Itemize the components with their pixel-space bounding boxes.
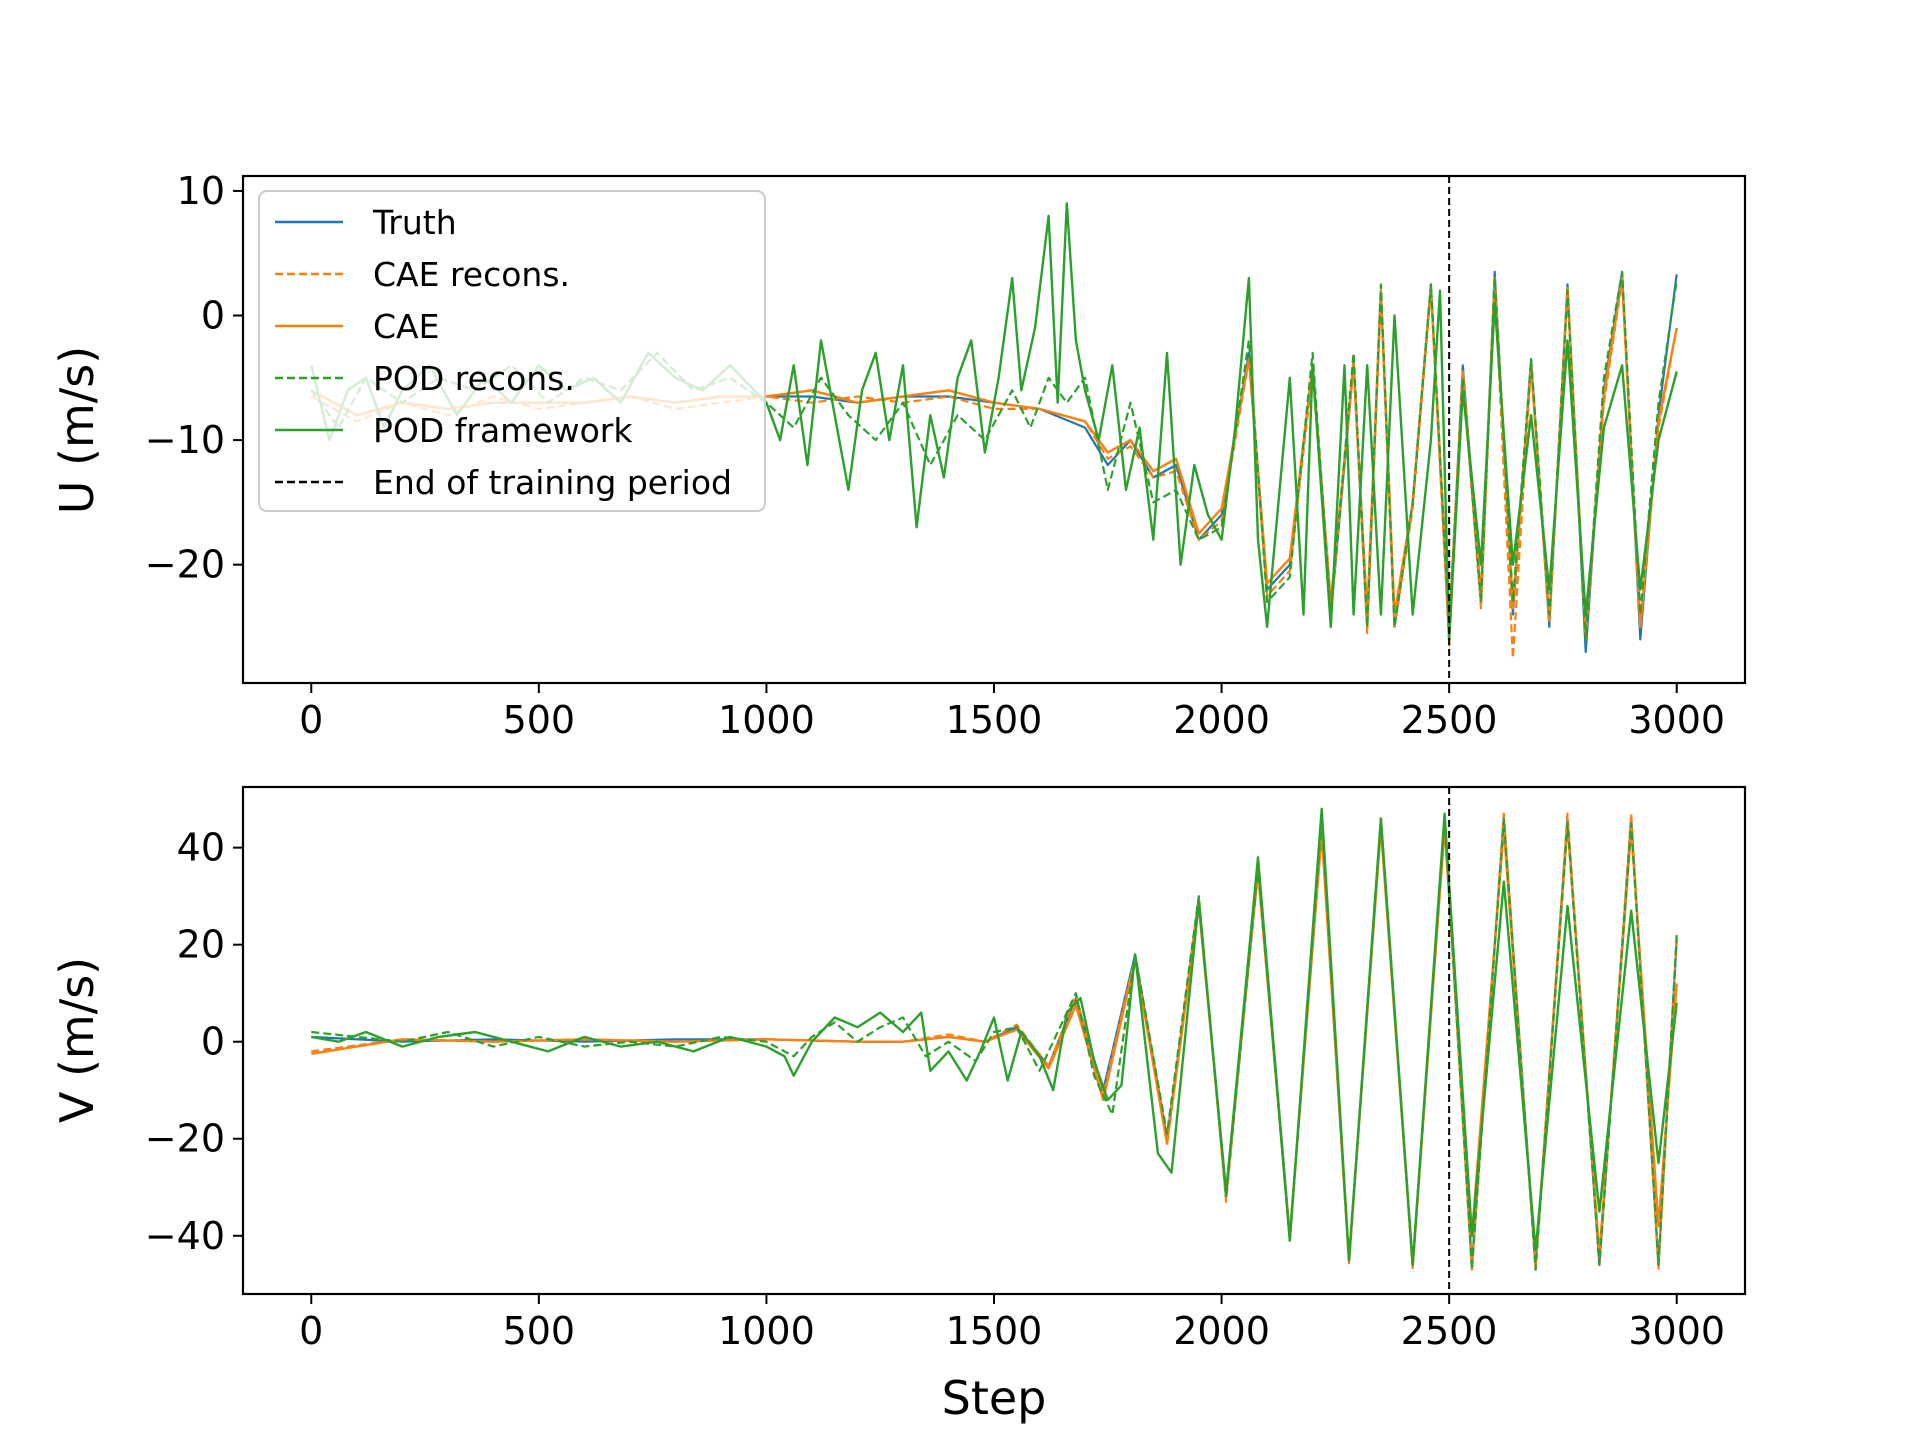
legend-label-cae-recons: CAE recons. xyxy=(373,255,570,294)
u-subplot: 0 500 1000 1500 2000 2500 3000 10 0 −10 −20 U (m/… xyxy=(50,169,1747,742)
u-x-tick-label: 2000 xyxy=(1173,698,1270,742)
v-series-pod-recons xyxy=(311,817,1678,1271)
v-y-tick-label: −20 xyxy=(145,1117,225,1161)
legend-label-pod-recons: POD recons. xyxy=(373,359,575,398)
u-y-axis-label: U (m/s) xyxy=(50,346,104,514)
v-y-axis-label: V (m/s) xyxy=(50,957,104,1123)
u-x-tick-label: 1500 xyxy=(946,698,1043,742)
v-x-tick-label: 3000 xyxy=(1628,1309,1725,1353)
u-x-tick-label: 1000 xyxy=(718,698,815,742)
u-y-tick-label: −20 xyxy=(145,543,225,587)
u-y-ticks: 10 0 −10 −20 xyxy=(145,169,243,587)
u-x-tick-label: 3000 xyxy=(1628,698,1725,742)
v-x-tick-label: 1000 xyxy=(718,1309,815,1353)
v-x-tick-label: 1500 xyxy=(946,1309,1043,1353)
v-y-tick-label: 20 xyxy=(177,923,225,967)
u-y-tick-label: 0 xyxy=(201,294,225,338)
x-axis-label: Step xyxy=(942,1371,1047,1425)
v-x-tick-label: 2000 xyxy=(1173,1309,1270,1353)
u-x-tick-label: 500 xyxy=(503,698,576,742)
v-x-tick-label: 2500 xyxy=(1401,1309,1498,1353)
v-y-tick-label: −40 xyxy=(145,1214,225,1258)
u-x-tick-label: 2500 xyxy=(1401,698,1498,742)
legend-label-cae: CAE xyxy=(373,307,439,346)
v-x-tick-label: 500 xyxy=(503,1309,576,1353)
u-y-tick-label: 10 xyxy=(177,169,225,213)
v-subplot: 0 500 1000 1500 2000 2500 3000 40 20 0 −20 −40 V (… xyxy=(50,785,1747,1425)
u-x-tick-label: 0 xyxy=(299,698,323,742)
legend-label-pod-framework: POD framework xyxy=(373,411,633,450)
v-series-group xyxy=(311,807,1678,1271)
v-y-ticks: 40 20 0 −20 −40 xyxy=(145,826,243,1258)
u-x-ticks: 0 500 1000 1500 2000 2500 3000 xyxy=(299,683,1725,742)
v-y-tick-label: 40 xyxy=(177,826,225,870)
legend: Truth CAE recons. CAE POD recons. POD framew… xyxy=(258,190,766,512)
v-y-tick-label: 0 xyxy=(201,1020,225,1064)
u-y-tick-label: −10 xyxy=(145,418,225,462)
legend-label-truth: Truth xyxy=(372,203,457,242)
legend-label-training-end: End of training period xyxy=(373,463,732,502)
v-x-ticks: 0 500 1000 1500 2000 2500 3000 xyxy=(299,1294,1725,1353)
v-series-pod-framework xyxy=(311,807,1678,1267)
v-x-tick-label: 0 xyxy=(299,1309,323,1353)
legend-box xyxy=(258,190,766,512)
